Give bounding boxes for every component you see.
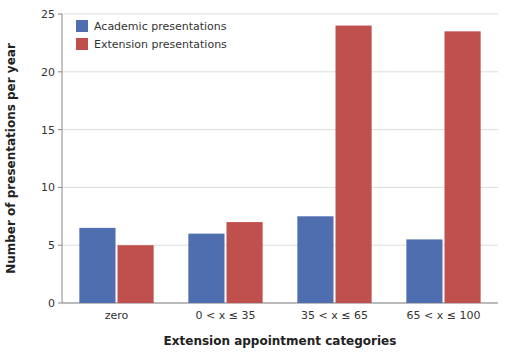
- bar: [188, 234, 224, 303]
- x-tick-label: 65 < x ≤ 100: [407, 309, 481, 322]
- chart-container: 0 5 10 15 20 25 zero 0 < x ≤ 35 35 < x ≤ 65 65 < …: [0, 0, 512, 355]
- y-tick-label: 0: [48, 297, 55, 310]
- legend: Academic presentations Extension presenta…: [76, 20, 227, 51]
- y-tick: [58, 129, 62, 130]
- axes: 0 5 10 15 20 25 zero 0 < x ≤ 35 35 < x ≤ 65 65 < …: [41, 8, 498, 322]
- y-tick: [58, 245, 62, 246]
- y-axis-label: Number of presentations per year: [4, 43, 18, 274]
- x-axis-label: Extension appointment categories: [164, 334, 397, 348]
- grid-line: [62, 71, 498, 72]
- y-tick-label: 20: [41, 66, 55, 79]
- y-tick: [58, 187, 62, 188]
- grid-line: [62, 129, 498, 130]
- legend-label: Extension presentations: [94, 38, 227, 51]
- bar: [336, 26, 372, 303]
- y-tick: [58, 71, 62, 72]
- bar: [227, 222, 263, 303]
- bars: [79, 26, 480, 303]
- bar: [297, 216, 333, 303]
- x-tick-label: zero: [105, 309, 129, 322]
- bar: [79, 228, 115, 303]
- y-tick: [58, 14, 62, 15]
- grid: [62, 14, 498, 303]
- y-tick-label: 10: [41, 181, 55, 194]
- chart-svg: 0 5 10 15 20 25 zero 0 < x ≤ 35 35 < x ≤ 65 65 < …: [0, 0, 512, 355]
- y-axis-line: [62, 14, 63, 303]
- x-tick-label: 35 < x ≤ 65: [301, 309, 368, 322]
- y-tick-label: 5: [48, 239, 55, 252]
- grid-line: [62, 187, 498, 188]
- bar: [406, 239, 442, 303]
- legend-swatch: [76, 38, 88, 50]
- bar: [118, 245, 154, 303]
- x-tick-label: 0 < x ≤ 35: [196, 309, 256, 322]
- y-tick-label: 25: [41, 8, 55, 21]
- bar: [445, 31, 481, 303]
- legend-swatch: [76, 20, 88, 32]
- y-tick: [58, 303, 62, 304]
- grid-line: [62, 14, 498, 15]
- y-tick-label: 15: [41, 124, 55, 137]
- legend-label: Academic presentations: [94, 20, 227, 33]
